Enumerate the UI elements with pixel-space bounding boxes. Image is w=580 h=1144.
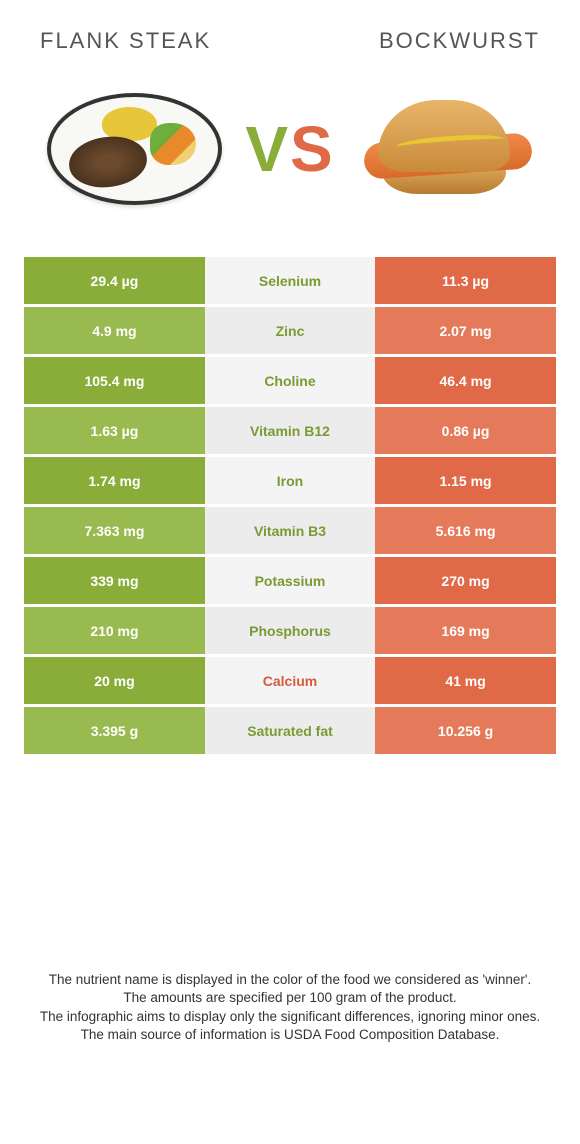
title-right: BOCKWURST — [379, 28, 540, 54]
cell-right-value: 11.3 µg — [375, 257, 556, 304]
vs-row: VS — [0, 54, 580, 254]
cell-nutrient-label: Zinc — [205, 307, 375, 354]
cell-left-value: 20 mg — [24, 657, 205, 704]
cell-right-value: 0.86 µg — [375, 407, 556, 454]
cell-left-value: 4.9 mg — [24, 307, 205, 354]
table-row: 1.63 µgVitamin B120.86 µg — [24, 407, 556, 454]
cell-nutrient-label: Vitamin B3 — [205, 507, 375, 554]
cell-left-value: 3.395 g — [24, 707, 205, 754]
food-image-right — [353, 84, 538, 214]
food-image-left — [42, 84, 227, 214]
footer-line: The nutrient name is displayed in the co… — [30, 971, 550, 989]
footer-line: The main source of information is USDA F… — [30, 1026, 550, 1044]
cell-left-value: 210 mg — [24, 607, 205, 654]
cell-right-value: 2.07 mg — [375, 307, 556, 354]
table-row: 29.4 µgSelenium11.3 µg — [24, 257, 556, 304]
cell-left-value: 7.363 mg — [24, 507, 205, 554]
cell-nutrient-label: Potassium — [205, 557, 375, 604]
cell-nutrient-label: Calcium — [205, 657, 375, 704]
table-row: 7.363 mgVitamin B35.616 mg — [24, 507, 556, 554]
footer-notes: The nutrient name is displayed in the co… — [30, 971, 550, 1044]
cell-nutrient-label: Phosphorus — [205, 607, 375, 654]
cell-right-value: 270 mg — [375, 557, 556, 604]
plate-icon — [47, 93, 222, 205]
header: FLANK STEAK BOCKWURST — [0, 0, 580, 54]
footer-line: The infographic aims to display only the… — [30, 1008, 550, 1026]
title-left: FLANK STEAK — [40, 28, 211, 54]
cell-nutrient-label: Choline — [205, 357, 375, 404]
footer-line: The amounts are specified per 100 gram o… — [30, 989, 550, 1007]
vs-s: S — [290, 113, 335, 185]
cell-nutrient-label: Selenium — [205, 257, 375, 304]
vs-label: VS — [245, 112, 334, 186]
table-row: 339 mgPotassium270 mg — [24, 557, 556, 604]
comparison-table: 29.4 µgSelenium11.3 µg4.9 mgZinc2.07 mg1… — [24, 257, 556, 754]
table-row: 20 mgCalcium41 mg — [24, 657, 556, 704]
cell-right-value: 10.256 g — [375, 707, 556, 754]
bockwurst-icon — [368, 94, 523, 204]
table-row: 3.395 gSaturated fat10.256 g — [24, 707, 556, 754]
table-row: 105.4 mgCholine46.4 mg — [24, 357, 556, 404]
table-row: 1.74 mgIron1.15 mg — [24, 457, 556, 504]
cell-left-value: 339 mg — [24, 557, 205, 604]
cell-left-value: 1.63 µg — [24, 407, 205, 454]
table-row: 210 mgPhosphorus169 mg — [24, 607, 556, 654]
cell-left-value: 29.4 µg — [24, 257, 205, 304]
cell-right-value: 1.15 mg — [375, 457, 556, 504]
cell-right-value: 169 mg — [375, 607, 556, 654]
cell-right-value: 41 mg — [375, 657, 556, 704]
cell-nutrient-label: Saturated fat — [205, 707, 375, 754]
table-row: 4.9 mgZinc2.07 mg — [24, 307, 556, 354]
cell-left-value: 1.74 mg — [24, 457, 205, 504]
cell-nutrient-label: Iron — [205, 457, 375, 504]
cell-left-value: 105.4 mg — [24, 357, 205, 404]
cell-right-value: 46.4 mg — [375, 357, 556, 404]
vs-v: V — [245, 113, 290, 185]
cell-nutrient-label: Vitamin B12 — [205, 407, 375, 454]
cell-right-value: 5.616 mg — [375, 507, 556, 554]
